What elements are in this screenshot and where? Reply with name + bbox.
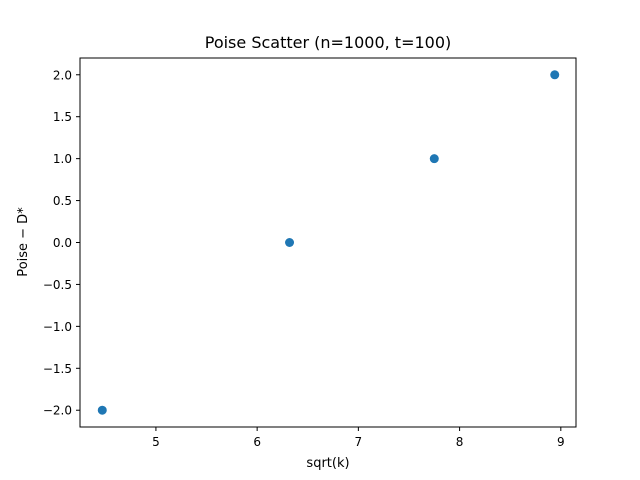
- y-tick-label: 1.5: [53, 110, 72, 124]
- data-point: [550, 70, 560, 80]
- data-point: [285, 238, 295, 247]
- y-tick-label: 0.5: [53, 194, 72, 208]
- plot-area: 5 6 7 8 9 −2.0 −1.5 −1.0 −0.5 0.0 0.5 1.0 1.5 2.0: [43, 57, 577, 449]
- x-tick-label: 7: [355, 435, 363, 449]
- y-tick-label: 1.0: [53, 152, 72, 166]
- chart-title: Poise Scatter (n=1000, t=100): [205, 33, 452, 52]
- x-axis-label: sqrt(k): [306, 456, 349, 471]
- y-tick-label: −1.5: [43, 362, 72, 376]
- x-tick-label: 5: [152, 435, 160, 449]
- y-tick-label: 0.0: [53, 236, 72, 250]
- y-tick-label: 2.0: [53, 68, 72, 82]
- x-tick-label: 9: [557, 435, 565, 449]
- x-tick-label: 6: [253, 435, 261, 449]
- y-tick-label: −0.5: [43, 278, 72, 292]
- x-tick-label: 8: [456, 435, 464, 449]
- data-point: [97, 405, 107, 415]
- y-tick-label: −1.0: [43, 320, 72, 334]
- y-axis-label: Poise − D*: [16, 207, 31, 277]
- y-tick-label: −2.0: [43, 404, 72, 418]
- data-point: [429, 154, 439, 164]
